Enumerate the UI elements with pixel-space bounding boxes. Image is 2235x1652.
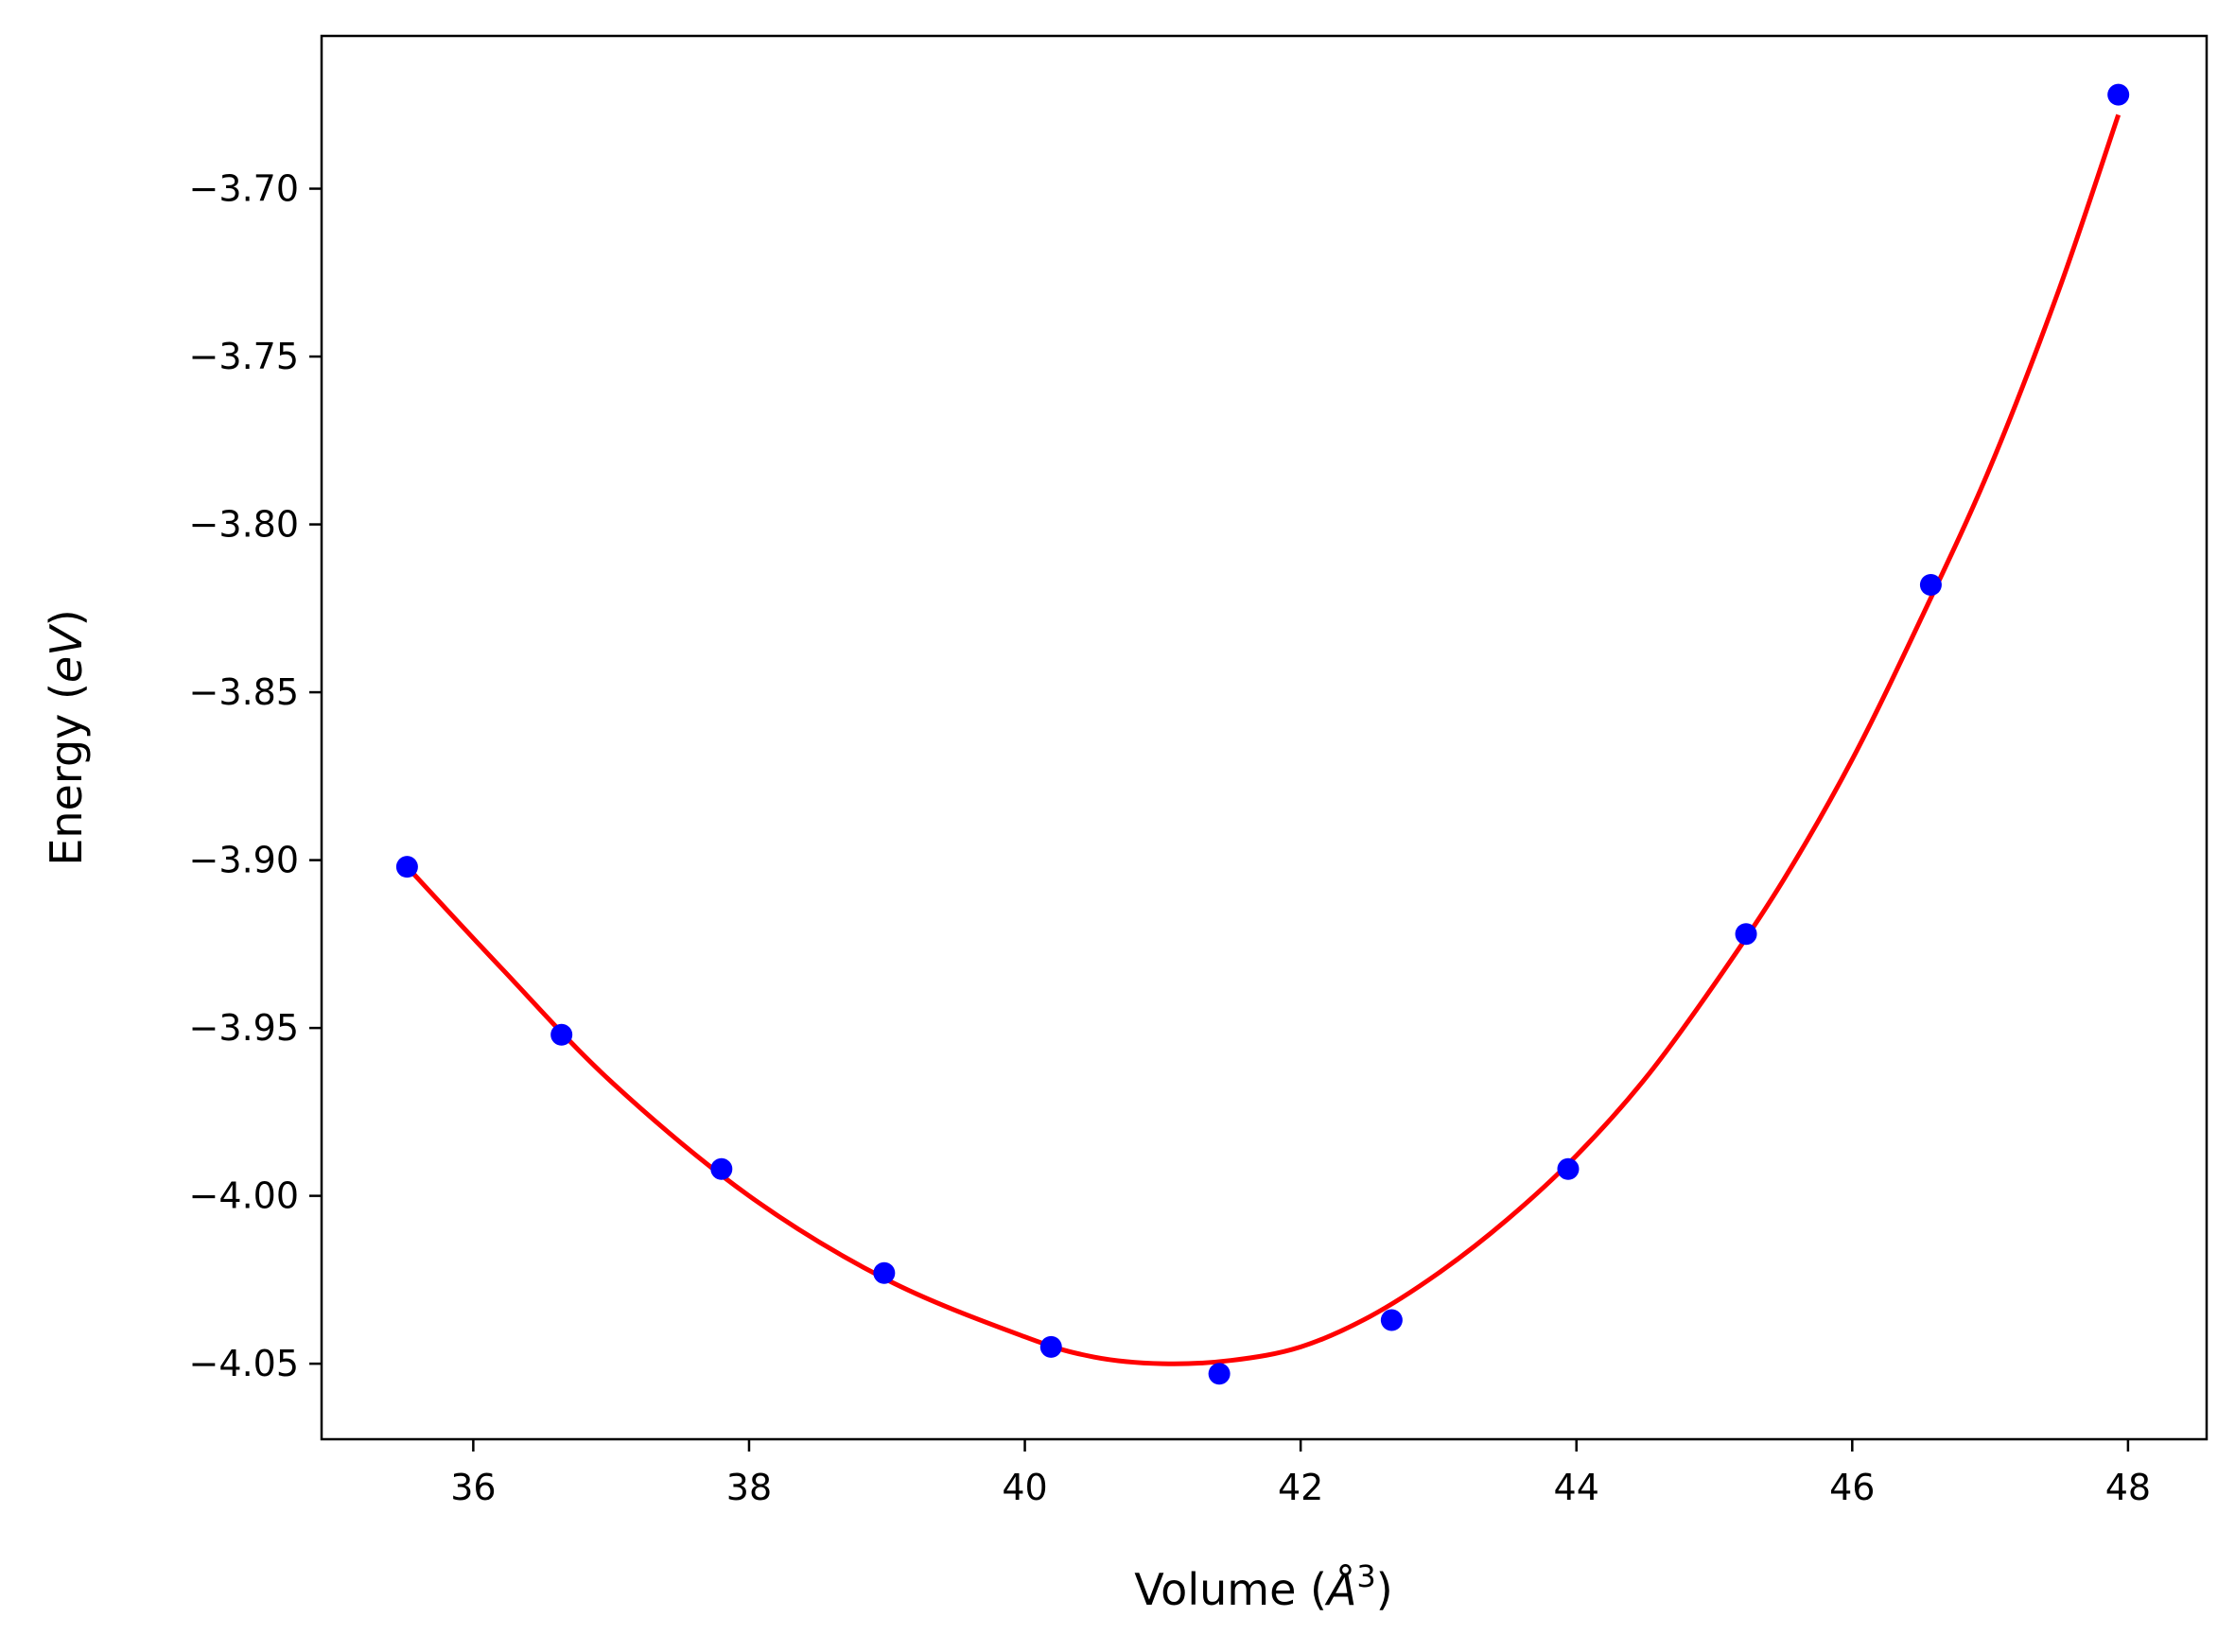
x-tick-label: 40 [1002, 1467, 1047, 1508]
x-tick-label: 48 [2105, 1467, 2151, 1508]
plot-area [322, 36, 2207, 1439]
data-point [550, 1023, 573, 1046]
fit-curve-layer [405, 113, 2122, 1366]
data-point [1208, 1363, 1231, 1385]
data-point [1039, 1335, 1062, 1358]
y-tick-label: −4.00 [189, 1175, 299, 1217]
y-tick-label: −3.85 [189, 671, 299, 713]
data-point [2107, 83, 2130, 106]
fit-curve-line [405, 113, 2122, 1366]
y-axis: −3.70 −3.75 −3.80 −3.85 −3.90 −3.95 −4.00 −4.05 [189, 168, 322, 1384]
y-tick-label: −3.90 [189, 840, 299, 881]
y-tick-label: −3.70 [189, 168, 299, 210]
y-tick-label: −3.95 [189, 1007, 299, 1049]
data-point [873, 1261, 896, 1284]
x-tick-label: 46 [1829, 1467, 1875, 1508]
data-point [1919, 573, 1942, 596]
x-tick-label: 44 [1554, 1467, 1599, 1508]
data-point [1557, 1157, 1580, 1180]
x-axis: 36 38 40 42 44 46 48 [450, 1439, 2151, 1508]
data-point [395, 856, 418, 878]
y-axis-label: Energy (eV) [41, 609, 92, 865]
data-point [1735, 923, 1757, 946]
data-points-layer [395, 83, 2130, 1385]
data-point [1380, 1309, 1403, 1331]
data-point [710, 1157, 733, 1180]
x-axis-label: Volume (Å3) [1134, 1558, 1392, 1615]
y-tick-label: −4.05 [189, 1343, 299, 1384]
y-tick-label: −3.80 [189, 504, 299, 546]
x-tick-label: 38 [726, 1467, 772, 1508]
plot-frame [320, 34, 2209, 1441]
x-tick-label: 36 [450, 1467, 496, 1508]
x-tick-label: 42 [1278, 1467, 1323, 1508]
y-tick-label: −3.75 [189, 336, 299, 377]
